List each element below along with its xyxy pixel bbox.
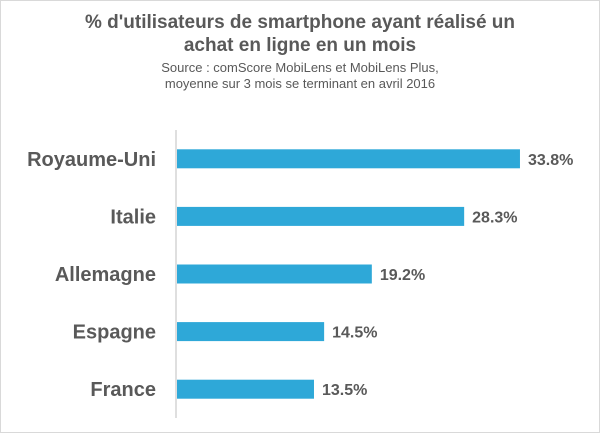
bar [177, 264, 372, 284]
category-label: Espagne [73, 322, 156, 344]
value-label: 19.2% [380, 267, 425, 284]
category-label: France [90, 379, 156, 401]
category-label: Allemagne [55, 264, 156, 286]
category-label: Royaume-Uni [27, 149, 156, 171]
chart-title-line-1: % d'utilisateurs de smartphone ayant réa… [84, 12, 516, 33]
bar [177, 149, 520, 169]
chart-source-line-2: moyenne sur 3 mois se terminant en avril… [164, 76, 436, 91]
chart-source: Source : comScore MobiLens et MobiLens P… [1, 60, 599, 92]
bar [177, 379, 314, 399]
value-label: 14.5% [332, 325, 377, 342]
bar [177, 206, 465, 226]
chart-title: % d'utilisateurs de smartphone ayant réa… [1, 11, 599, 57]
value-label: 33.8% [528, 152, 573, 169]
chart-title-line-2: achat en ligne en un mois [183, 35, 417, 56]
category-label: Italie [110, 206, 156, 228]
chart-source-line-1: Source : comScore MobiLens et MobiLens P… [161, 60, 439, 75]
value-label: 28.3% [472, 209, 517, 226]
value-label: 13.5% [322, 382, 367, 399]
bar [177, 322, 325, 342]
